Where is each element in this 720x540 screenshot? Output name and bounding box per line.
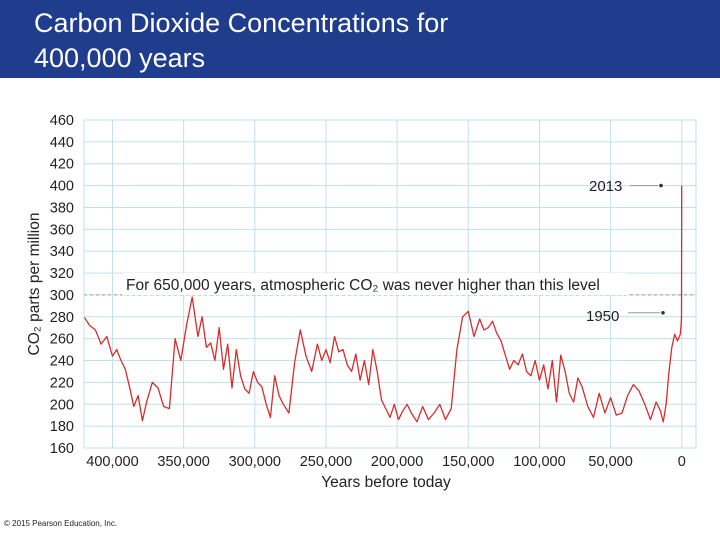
x-axis-label: Years before today — [321, 474, 451, 491]
annotation-marker — [661, 311, 665, 315]
co2-series-line — [83, 185, 683, 423]
x-tick-label: 200,000 — [371, 454, 423, 470]
y-tick-label: 340 — [50, 244, 74, 260]
x-tick-labels: 400,000 350,000 300,000 250,000 200,000 150,0… — [86, 454, 686, 470]
x-tick-label: 0 — [678, 454, 686, 470]
x-tick-label: 400,000 — [86, 454, 138, 470]
x-tick-label: 300,000 — [229, 454, 281, 470]
y-tick-label: 260 — [50, 332, 74, 348]
x-tick-label: 250,000 — [300, 454, 352, 470]
x-tick-label: 150,000 — [442, 454, 494, 470]
y-tick-label: 300 — [50, 288, 74, 304]
annotations: 2013 1950 — [586, 178, 665, 325]
y-tick-label: 420 — [50, 157, 74, 173]
y-tick-label: 280 — [50, 310, 74, 326]
y-tick-label: 320 — [50, 266, 74, 282]
y-axis-label: CO₂ parts per million — [26, 213, 43, 356]
slide-title: Carbon Dioxide Concentrations for 400,00… — [34, 6, 448, 76]
y-tick-label: 380 — [50, 200, 74, 216]
x-tick-label: 350,000 — [157, 454, 209, 470]
y-tick-label: 180 — [50, 419, 74, 435]
copyright-text: © 2015 Pearson Education, Inc. — [4, 519, 118, 528]
plot-frame — [83, 119, 697, 449]
y-tick-label: 440 — [50, 135, 74, 151]
threshold-label: For 650,000 years, atmospheric CO₂ was n… — [126, 277, 600, 294]
y-tick-label: 460 — [50, 113, 74, 129]
y-tick-label: 400 — [50, 179, 74, 195]
y-tick-label: 160 — [50, 441, 74, 457]
annotation-1950: 1950 — [586, 308, 619, 325]
y-tick-labels: 160 180 200 220 240 260 280 300 320 340 360 380 400 4… — [50, 113, 74, 457]
title-bar: Carbon Dioxide Concentrations for 400,00… — [0, 0, 720, 78]
threshold-label-background — [122, 273, 628, 295]
annotation-2013: 2013 — [589, 178, 622, 195]
y-tick-label: 360 — [50, 222, 74, 238]
y-tick-label: 220 — [50, 375, 74, 391]
y-tick-label: 240 — [50, 354, 74, 370]
y-tick-label: 200 — [50, 397, 74, 413]
slide-title-line-2: 400,000 years — [34, 43, 206, 73]
slide-title-line-1: Carbon Dioxide Concentrations for — [34, 8, 449, 38]
x-tick-label: 50,000 — [588, 454, 632, 470]
annotation-marker — [659, 183, 663, 188]
x-tick-label: 100,000 — [513, 454, 565, 470]
